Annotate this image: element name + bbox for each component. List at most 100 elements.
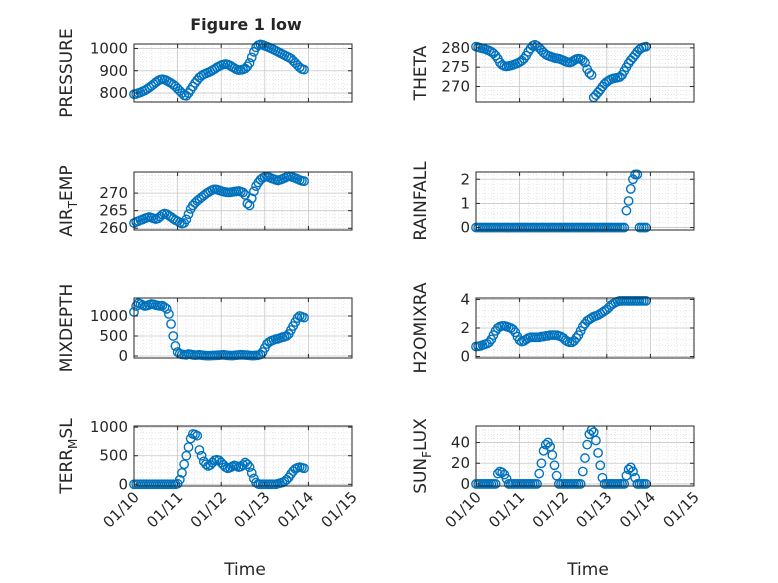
data-point	[593, 447, 603, 458]
x-tick-label: 01/11	[485, 488, 528, 531]
data-point	[159, 302, 170, 313]
y-tick-label: 800	[99, 84, 128, 102]
x-tick-label: 01/14	[274, 488, 317, 531]
data-point	[532, 479, 542, 489]
time-label-left: Time	[223, 560, 266, 580]
data-point	[170, 341, 181, 351]
y-tick-label: 2	[460, 170, 470, 188]
subplot-pressure: 800 900 1000 PRESSURE	[57, 28, 353, 118]
x-tick-label: 01/12	[187, 488, 230, 531]
data-point	[299, 312, 309, 323]
axes-box	[133, 171, 353, 231]
data-point	[625, 184, 636, 194]
data-point	[196, 450, 207, 461]
data-point	[582, 439, 593, 450]
data-point	[244, 462, 255, 473]
data-point	[586, 70, 597, 80]
data-point	[181, 214, 192, 225]
data-point	[194, 445, 205, 455]
y-tick-label: 1000	[90, 418, 128, 436]
y-tick-label: 270	[441, 78, 470, 96]
subplot-rainfall: 0 1 2 RAINFALL	[411, 161, 695, 241]
subplot-mixdepth: 0 500 1000 MIXDEPTH	[57, 284, 353, 373]
data-point	[174, 474, 185, 485]
y-tick-label: 4	[460, 290, 470, 308]
y-tick-label: 0	[118, 475, 128, 493]
axes-box	[475, 171, 695, 231]
data-point	[201, 459, 211, 470]
y-tick-label: 1000	[90, 307, 128, 325]
data-point	[621, 205, 632, 216]
data-point	[248, 186, 259, 197]
y-tick-label: 1	[460, 194, 470, 212]
y-tick-label: 280	[441, 39, 470, 57]
figure-title: Figure 1 low	[190, 15, 302, 34]
data-point	[166, 319, 176, 329]
data-point	[577, 55, 588, 66]
x-tick-label: 01/10	[442, 488, 485, 531]
subplot-terr_msl: 0 500 1000 01/10 01/11 01/12 01/13 01/14 01/15 TE…	[57, 418, 361, 532]
data-point	[536, 458, 547, 469]
y-tick-label: 0	[460, 475, 470, 493]
y-tick-label: 500	[99, 327, 128, 345]
data-point	[547, 450, 558, 460]
data-point	[238, 459, 248, 470]
y-tick-label: 500	[99, 447, 128, 465]
data-point	[580, 453, 590, 463]
data-point	[628, 52, 638, 63]
data-point	[238, 187, 248, 198]
y-tick-label: 2	[460, 319, 470, 337]
subplot-h2omixra: 0 2 4 H2OMIXRA	[411, 282, 695, 374]
data-point	[168, 331, 179, 341]
y-tick-label: 0	[460, 348, 470, 366]
data-point	[619, 222, 630, 233]
data-point	[246, 193, 257, 204]
data-point	[508, 324, 518, 335]
axes-box	[133, 297, 353, 359]
x-tick-label: 01/10	[100, 488, 143, 531]
data-point	[183, 209, 194, 220]
data-point	[534, 468, 545, 479]
y-tick-label: 260	[99, 219, 128, 237]
axes-box	[475, 43, 695, 103]
y-axis-label: AIRTEMP	[57, 165, 80, 236]
y-axis-label: SUNFLUX	[411, 418, 434, 494]
y-axis-label: THETA	[411, 45, 431, 101]
data-point	[246, 52, 257, 63]
data-point	[299, 64, 309, 75]
data-point	[584, 68, 595, 78]
data-point	[591, 435, 601, 446]
y-tick-label: 265	[99, 202, 128, 220]
axes-box	[133, 43, 353, 103]
x-tick-label: 01/12	[529, 488, 572, 531]
data-point	[577, 466, 588, 477]
data-point	[571, 333, 582, 343]
data-point	[623, 196, 634, 206]
data-point	[490, 479, 501, 489]
data-point	[299, 176, 309, 187]
y-axis-label: TERRMSL	[57, 418, 80, 495]
data-point	[514, 335, 525, 346]
data-point	[575, 479, 586, 489]
x-tick-label: 01/15	[318, 488, 361, 531]
data-point	[161, 303, 172, 314]
data-point	[580, 57, 590, 68]
data-point	[595, 460, 606, 471]
data-point	[299, 463, 309, 474]
x-tick-label: 01/15	[660, 488, 703, 531]
x-tick-label: 01/13	[230, 488, 273, 531]
data-point	[632, 169, 643, 180]
data-point	[591, 90, 601, 100]
data-point	[628, 466, 638, 477]
y-tick-label: 270	[99, 184, 128, 202]
data-point	[244, 58, 255, 68]
y-tick-label: 275	[441, 58, 470, 76]
y-tick-label: 900	[99, 62, 128, 80]
x-tick-label: 01/13	[572, 488, 615, 531]
x-tick-label: 01/14	[616, 488, 659, 531]
y-tick-label: 40	[451, 434, 470, 452]
y-axis-label: MIXDEPTH	[57, 284, 77, 373]
data-point	[492, 468, 503, 479]
